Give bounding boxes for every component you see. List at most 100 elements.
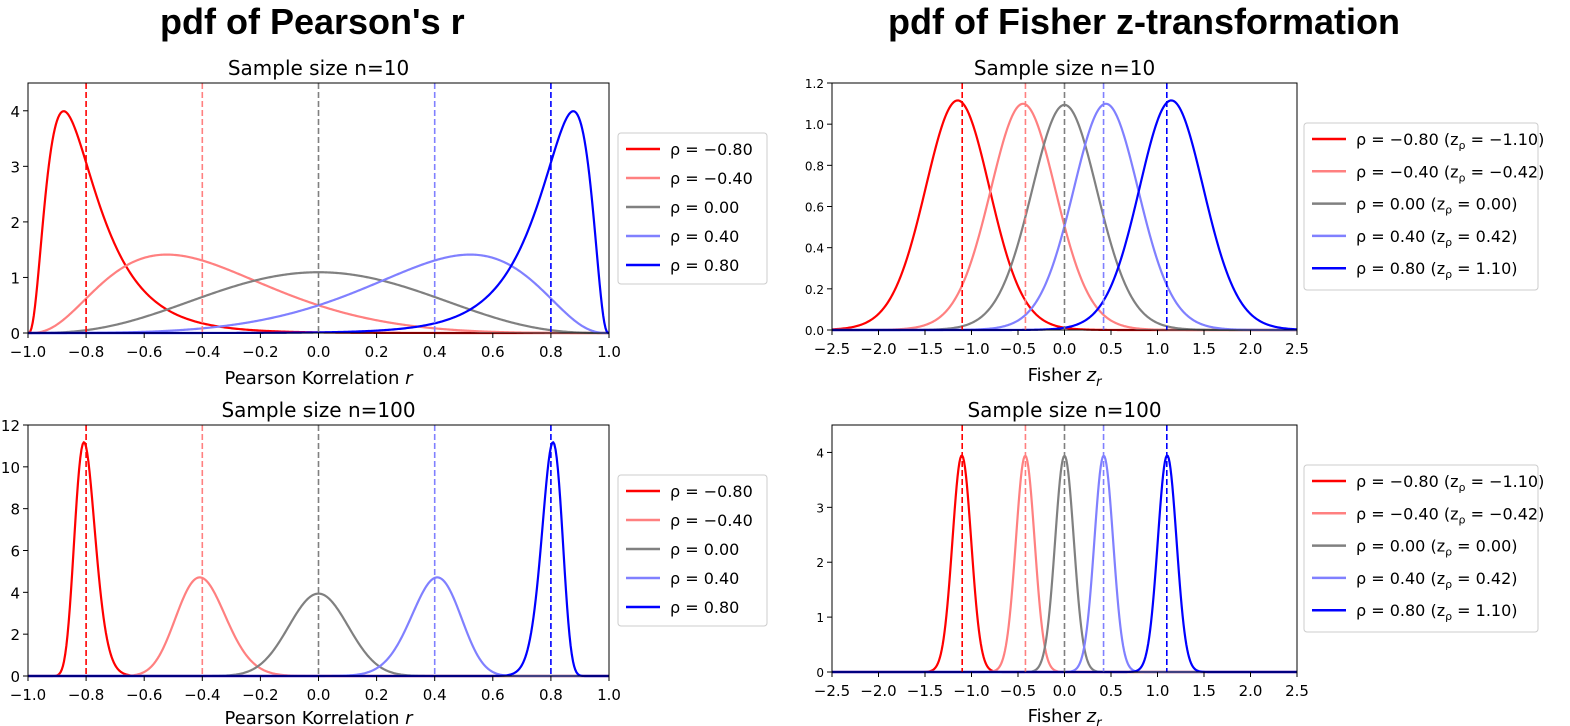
subplot-title: Sample size n=10	[974, 56, 1155, 80]
x-tick-label: 0.5	[1099, 340, 1123, 358]
legend: ρ = −0.80 ρ = −0.40 ρ = 0.00 ρ = 0.40 ρ = 0.…	[617, 132, 768, 285]
y-tick-label: 10	[1, 459, 20, 477]
legend-entry-2: ρ = −0.40 (zρ = −0.42)	[1356, 504, 1544, 526]
x-tick-label: −2.0	[860, 682, 896, 700]
legend-entry-5: ρ = 0.80	[670, 256, 739, 275]
x-tick-label: 0.4	[423, 686, 447, 704]
legend-entry-5: ρ = 0.80 (zρ = 1.10)	[1356, 259, 1518, 281]
x-tick-label: −0.8	[68, 686, 104, 704]
x-tick-label: −0.4	[184, 343, 220, 361]
x-tick-label: −0.5	[1000, 340, 1036, 358]
x-axis-label: Pearson Korrelation r	[225, 708, 415, 726]
x-tick-label: −2.5	[814, 682, 850, 700]
legend-entry-1: ρ = −0.80	[670, 140, 753, 159]
x-tick-label: −0.8	[68, 343, 104, 361]
y-tick-label: 0.0	[805, 324, 824, 338]
x-tick-label: 0.2	[365, 686, 389, 704]
legend-entry-2: ρ = −0.40	[670, 169, 753, 188]
y-tick-label: 8	[10, 501, 20, 519]
x-tick-label: 1.5	[1192, 682, 1216, 700]
legend-entry-5: ρ = 0.80 (zρ = 1.10)	[1356, 601, 1518, 623]
y-tick-label: 1.2	[805, 77, 824, 91]
x-tick-label: 0.6	[481, 343, 505, 361]
x-tick-label: −1.5	[907, 340, 943, 358]
x-tick-label: 1.5	[1192, 340, 1216, 358]
x-tick-label: −2.0	[860, 340, 896, 358]
y-tick-label: 2	[10, 214, 20, 232]
subplot-title: Sample size n=100	[221, 398, 415, 422]
x-tick-label: 1.0	[597, 343, 621, 361]
x-tick-label: 0.8	[539, 343, 563, 361]
legend-entry-3: ρ = 0.00 (zρ = 0.00)	[1356, 537, 1518, 559]
x-tick-label: 2.5	[1285, 340, 1309, 358]
x-tick-label: −0.5	[1000, 682, 1036, 700]
density-curve-5	[28, 441, 609, 678]
subplot-title: Sample size n=100	[967, 398, 1161, 422]
x-tick-label: −1.0	[10, 343, 46, 361]
x-tick-label: 0.0	[307, 343, 331, 361]
y-tick-label: 2	[10, 626, 20, 644]
x-tick-label: 0.0	[1053, 340, 1077, 358]
x-tick-label: −0.2	[242, 343, 278, 361]
x-tick-label: 0.2	[365, 343, 389, 361]
legend-entry-1: ρ = −0.80 (zρ = −1.10)	[1356, 130, 1544, 152]
x-tick-label: −0.6	[126, 686, 162, 704]
y-tick-label: 1.0	[805, 118, 824, 132]
x-tick-label: −0.6	[126, 343, 162, 361]
x-tick-label: −1.0	[953, 682, 989, 700]
legend-entry-1: ρ = −0.80 (zρ = −1.10)	[1356, 472, 1544, 494]
x-axis-label: Fisher zr	[1028, 365, 1103, 390]
x-tick-label: −0.2	[242, 686, 278, 704]
x-tick-label: −0.4	[184, 686, 220, 704]
x-tick-label: 2.0	[1239, 682, 1263, 700]
x-tick-label: 1.0	[1146, 682, 1170, 700]
legend-entry-3: ρ = 0.00	[670, 198, 739, 217]
y-tick-label: 0.2	[805, 283, 824, 297]
legend-entry-4: ρ = 0.40 (zρ = 0.42)	[1356, 227, 1518, 249]
subplot-1: Sample size n=10 −1.0 −0.8 −0.6 −0.4 −0.2 0.0 0…	[10, 56, 768, 389]
y-tick-label: 6	[10, 543, 20, 561]
legend-frame	[617, 474, 768, 627]
subplot-title: Sample size n=10	[228, 56, 409, 80]
y-tick-label: 3	[816, 501, 824, 515]
legend-entry-5: ρ = 0.80	[670, 598, 739, 617]
y-tick-label: 4	[10, 584, 20, 602]
legend-entry-2: ρ = −0.40	[670, 511, 753, 530]
legend-entry-1: ρ = −0.80	[670, 482, 753, 501]
legend-entry-3: ρ = 0.00	[670, 540, 739, 559]
x-tick-label: 0.0	[1053, 682, 1077, 700]
subplot-2: Sample size n=10 −2.5 −2.0 −1.5 −1.0 −0.5 0.0 0…	[805, 56, 1544, 390]
y-tick-label: 4	[10, 103, 20, 121]
y-tick-label: 0	[10, 668, 20, 686]
legend: ρ = −0.80 (zρ = −1.10) ρ = −0.40 (zρ = −0…	[1303, 464, 1544, 633]
y-tick-label: 2	[816, 556, 824, 570]
legend-entry-4: ρ = 0.40	[670, 569, 739, 588]
legend-frame	[617, 132, 768, 285]
x-tick-label: −1.0	[10, 686, 46, 704]
x-tick-label: −1.5	[907, 682, 943, 700]
legend-entry-4: ρ = 0.40	[670, 227, 739, 246]
y-tick-label: 0.8	[805, 159, 824, 173]
y-tick-label: 1	[10, 269, 20, 287]
y-tick-label: 4	[816, 446, 824, 460]
legend-entry-4: ρ = 0.40 (zρ = 0.42)	[1356, 569, 1518, 591]
legend-frame	[1303, 464, 1539, 633]
legend: ρ = −0.80 ρ = −0.40 ρ = 0.00 ρ = 0.40 ρ = 0.…	[617, 474, 768, 627]
x-tick-label: 1.0	[597, 686, 621, 704]
x-tick-label: −1.0	[953, 340, 989, 358]
x-tick-label: 2.5	[1285, 682, 1309, 700]
legend-frame	[1303, 122, 1539, 291]
subplot-4: Sample size n=100 −2.5 −2.0 −1.5 −1.0 −0.5 0.0…	[814, 398, 1545, 726]
x-tick-label: 0.0	[307, 686, 331, 704]
x-axis-label: Fisher zr	[1028, 706, 1103, 726]
x-axis-label: Pearson Korrelation r	[225, 368, 415, 389]
y-tick-label: 1	[816, 611, 824, 625]
x-tick-label: 1.0	[1146, 340, 1170, 358]
x-tick-label: 2.0	[1239, 340, 1263, 358]
y-tick-label: 0.6	[805, 201, 824, 215]
subplot-3: Sample size n=100 −1.0 −0.8 −0.6 −0.4 −0.2 0.0…	[1, 398, 768, 726]
y-tick-label: 0	[816, 666, 824, 680]
x-tick-label: −2.5	[814, 340, 850, 358]
legend-entry-2: ρ = −0.40 (zρ = −0.42)	[1356, 162, 1544, 184]
